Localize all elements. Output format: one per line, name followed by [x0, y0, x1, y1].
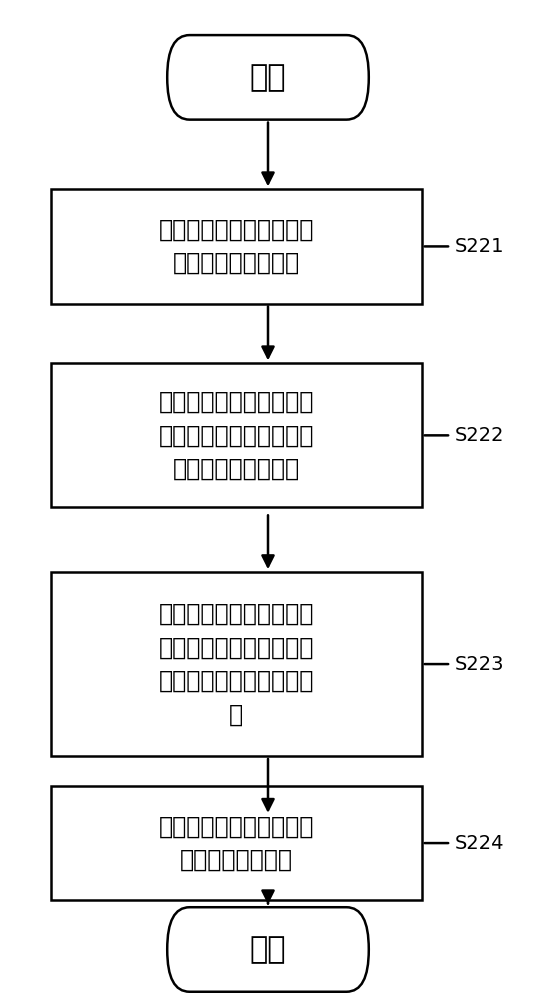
Text: 基于所述三元组数据生成
所述日志知识图谱: 基于所述三元组数据生成 所述日志知识图谱 — [159, 814, 314, 872]
FancyBboxPatch shape — [50, 786, 422, 900]
Text: S222: S222 — [455, 426, 505, 445]
Text: S221: S221 — [455, 237, 505, 256]
Text: 对所述日志编号执行串联
操作以确定每个所述日志
编号之间的调用关系: 对所述日志编号执行串联 操作以确定每个所述日志 编号之间的调用关系 — [159, 390, 314, 481]
FancyBboxPatch shape — [50, 189, 422, 304]
FancyBboxPatch shape — [167, 907, 369, 992]
Text: S223: S223 — [455, 655, 505, 674]
Text: 基于所述预处理后日志数
据、所述日志编号以及所
述调用关系建立三元组数
据: 基于所述预处理后日志数 据、所述日志编号以及所 述调用关系建立三元组数 据 — [159, 602, 314, 726]
FancyBboxPatch shape — [50, 363, 422, 507]
Text: 开始: 开始 — [250, 63, 286, 92]
FancyBboxPatch shape — [50, 572, 422, 756]
Text: S224: S224 — [455, 834, 505, 853]
Text: 结束: 结束 — [250, 935, 286, 964]
FancyBboxPatch shape — [167, 35, 369, 120]
Text: 从每个所述预处理后日志
数据中提取日志编号: 从每个所述预处理后日志 数据中提取日志编号 — [159, 218, 314, 275]
